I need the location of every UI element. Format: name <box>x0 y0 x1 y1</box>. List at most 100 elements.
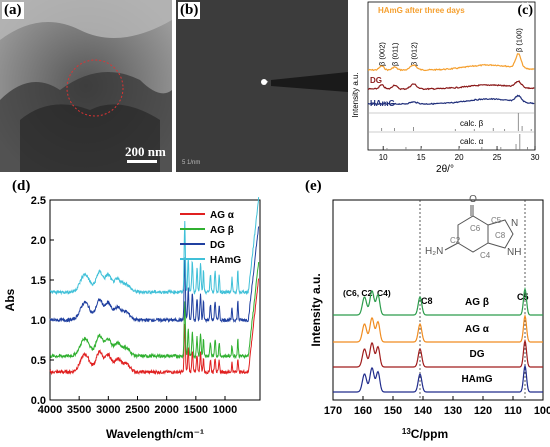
ftir-ylabel: Abs <box>3 288 17 311</box>
ftir-legend-label: AG β <box>210 225 234 236</box>
panel-d-label: (d) <box>12 180 30 194</box>
scale-bar-label: 5 1/nm <box>182 160 201 166</box>
diffraction-pattern <box>176 0 348 172</box>
ftir-axes: 4000 3500 3000 2500 2000 1500 1000 0.0 0.5 1.0 1.5… <box>31 195 238 416</box>
atom-c2: C2 <box>450 236 461 245</box>
ftir-series-line <box>49 226 260 324</box>
ftir-chart: (d) Abs 4000 3500 3000 2500 2000 1500 1000 0.0 0… <box>3 180 261 441</box>
nmr-series-line <box>333 338 543 368</box>
xrd-x-axis: 10 15 20 25 30 <box>379 146 540 162</box>
nmr-chart: (e) Intensity a.u. 170 160 150 140 130 120 110… <box>305 180 550 442</box>
ftir-x-tick-label: 1000 <box>213 404 237 416</box>
xrd-peak-label: β (002) <box>378 42 387 66</box>
scale-bar-label: 200 nm <box>125 144 166 159</box>
panel-b-label: (b) <box>178 2 201 19</box>
xrd-ylabel: Intensity a.u. <box>351 72 360 117</box>
nmr-series-line <box>333 363 543 393</box>
ftir-x-tick-label: 3500 <box>67 404 91 416</box>
nmr-series-label: AG β <box>465 297 489 308</box>
ftir-legend-label: HAmG <box>210 255 241 266</box>
ftir-y-tick-label: 1.5 <box>31 275 46 287</box>
xrd-chart: Intensity a.u. 10 15 20 25 30 2θ/° HAmG afte… <box>351 1 540 176</box>
scale-bar <box>127 160 157 163</box>
ftir-frame <box>49 199 261 401</box>
atom-nh2: H₂N <box>425 246 443 257</box>
nmr-series-label: HAmG <box>461 374 492 385</box>
xrd-xlabel: 2θ/° <box>436 164 454 175</box>
xrd-x-tick-label: 20 <box>455 153 464 162</box>
ftir-y-tick-label: 1.0 <box>31 315 46 327</box>
ftir-x-tick-label: 4000 <box>38 404 62 416</box>
ftir-y-tick-label: 2.0 <box>31 235 46 247</box>
xrd-label-calc-alpha: calc. α <box>460 137 484 146</box>
nmr-peak-label-c6-c2-c4: (C6, C2, C4) <box>343 288 391 298</box>
nmr-x-tick-label: 100 <box>534 405 550 417</box>
xrd-x-tick-label: 30 <box>531 153 540 162</box>
xrd-calc-alpha-sticks <box>386 134 528 150</box>
xrd-label-calc-beta: calc. β <box>460 119 484 128</box>
xrd-label-hamg: HAmG <box>370 99 395 108</box>
central-beam-spot <box>261 79 267 85</box>
atom-c5: C5 <box>491 216 502 225</box>
xrd-frame <box>367 1 536 151</box>
nmr-peak-label-c8: C8 <box>421 296 433 306</box>
xrd-peak-label: β (011) <box>391 42 400 66</box>
nmr-series-label: DG <box>470 349 485 360</box>
atom-nh: NH <box>507 247 521 258</box>
xrd-calc-beta-sticks <box>381 113 532 131</box>
ftir-x-tick-label: 1500 <box>184 404 208 416</box>
atom-o: O <box>469 194 477 205</box>
ftir-x-tick-label: 2000 <box>154 404 178 416</box>
xrd-x-tick-label: 15 <box>417 153 426 162</box>
nmr-xlabel-text: C/ppm <box>411 427 448 441</box>
ftir-x-tick-label: 2500 <box>125 404 149 416</box>
nmr-x-tick-label: 110 <box>504 405 522 417</box>
nmr-frame <box>332 199 544 401</box>
nmr-series-line <box>333 313 543 343</box>
nmr-x-tick-label: 120 <box>474 405 492 417</box>
xrd-peak-label: β (100) <box>514 28 523 52</box>
xrd-series-hamg-3days <box>367 53 535 72</box>
xrd-x-tick-label: 25 <box>493 153 502 162</box>
xrd-series-hamg <box>367 94 535 106</box>
nmr-x-tick-label: 130 <box>444 405 462 417</box>
ftir-legend-label: AG α <box>210 210 235 221</box>
ftir-series-line <box>49 197 260 296</box>
atom-c8: C8 <box>495 231 506 240</box>
nmr-x-tick-label: 160 <box>354 405 372 417</box>
nmr-axes: 170 160 150 140 130 120 110 100 <box>324 200 550 417</box>
nmr-x-tick-label: 170 <box>324 405 342 417</box>
nmr-x-tick-label: 150 <box>384 405 402 417</box>
xrd-x-tick-label: 10 <box>379 153 388 162</box>
ftir-series-line <box>49 278 260 376</box>
atom-c6: C6 <box>470 224 481 233</box>
ftir-legend-label: DG <box>210 240 225 251</box>
ftir-xlabel: Wavelength/cm⁻¹ <box>106 427 204 441</box>
nmr-ylabel: Intensity a.u. <box>309 273 323 346</box>
nmr-x-tick-label: 140 <box>414 405 432 417</box>
guanine-structure: O C6 C5 N C2 C8 H₂N C4 NH <box>425 194 521 260</box>
nmr-peak-label-c5: C5 <box>517 292 529 302</box>
panel-e-label: (e) <box>305 180 322 194</box>
atom-c4: C4 <box>480 251 491 260</box>
ftir-y-tick-label: 0.0 <box>31 395 46 407</box>
ftir-x-tick-label: 3000 <box>96 404 120 416</box>
ftir-series-line <box>49 262 260 360</box>
diffraction-pattern-panel: (b) 5 1/nm <box>176 0 348 172</box>
panel-c-label: (c) <box>517 3 533 18</box>
atom-n: N <box>511 218 518 229</box>
xrd-peak-labels: β (002) β (011) β (012) β (100) <box>378 28 524 66</box>
xrd-label-dg: DG <box>370 76 382 85</box>
xrd-peak-label: β (012) <box>410 42 419 66</box>
nmr-series-line <box>333 286 543 316</box>
nmr-xlabel: 13C/ppm <box>402 427 448 442</box>
selected-area-circle <box>66 59 124 117</box>
xrd-series-dg <box>367 80 535 91</box>
tem-image <box>0 0 172 172</box>
nmr-series-label: AG α <box>465 324 490 335</box>
ftir-legend: AG α AG β DG HAmG <box>180 210 241 266</box>
ftir-y-tick-label: 0.5 <box>31 355 46 367</box>
xrd-title: HAmG after three days <box>378 6 465 15</box>
nmr-xlabel-superscript: 13 <box>402 427 411 436</box>
panel-a-label: (a) <box>2 2 24 19</box>
